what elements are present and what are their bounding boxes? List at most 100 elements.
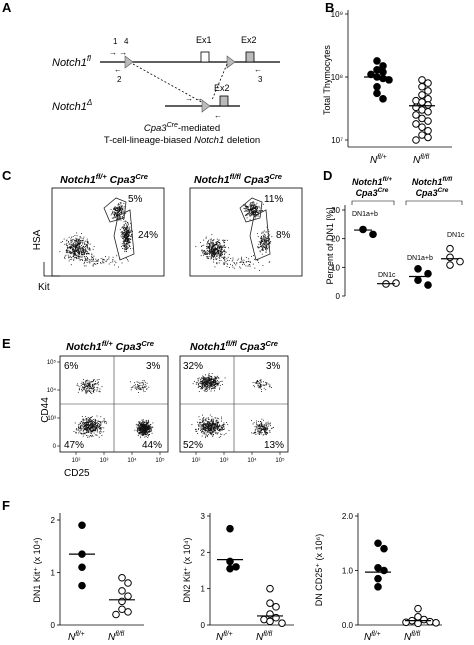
event-dot [213,423,215,425]
event-dot [260,381,262,383]
data-point [412,96,420,105]
event-dot [114,212,116,214]
gate-c-left-upper [103,197,127,223]
event-dot [207,434,209,436]
event-dot [261,246,263,248]
event-dot [250,215,252,217]
data-point [424,133,432,142]
event-dot [253,208,255,209]
event-dot [74,253,76,254]
event-dot [203,390,205,392]
event-dot [241,260,243,262]
event-dot [143,423,145,425]
event-dot [81,251,83,253]
event-dot [89,262,91,264]
panel-b-ylabel: Total Thymocytes [322,45,332,115]
panel-e-right-q1: 32% [183,361,203,372]
event-dot [204,378,206,379]
event-dot [79,253,81,255]
event-dot [211,246,213,248]
event-dot [65,254,67,256]
event-dot [263,246,265,248]
event-dot [264,233,266,235]
event-dot [262,239,264,240]
event-dot [204,253,206,255]
event-dot [149,426,151,428]
event-dot [86,425,88,427]
event-dot [223,425,224,427]
event-dot [76,242,78,244]
event-dot [85,428,86,430]
event-dot [98,381,99,383]
event-dot [89,429,91,431]
event-dot [205,418,207,420]
event-dot [134,429,136,431]
event-dot [215,421,217,423]
event-dot [223,426,225,428]
event-dot [263,236,264,238]
event-dot [85,428,87,430]
event-dot [80,242,82,243]
event-dot [251,208,253,210]
event-dot [213,381,215,382]
event-dot [256,423,257,425]
event-dot [214,244,216,245]
event-dot [221,256,223,258]
gate-c-right-lower [249,209,271,261]
event-dot [147,431,149,433]
event-dot [202,386,203,388]
event-dot [263,428,265,430]
event-dot [250,208,251,209]
event-dot [85,265,87,267]
event-dot [88,382,90,384]
event-dot [254,208,256,209]
event-dot [122,216,124,218]
event-dot [216,424,218,426]
event-dot [78,248,80,250]
event-dot [86,250,88,252]
event-dot [81,253,83,255]
event-dot [79,245,81,247]
event-dot [206,253,208,255]
event-dot [75,240,77,242]
event-dot [265,429,267,431]
event-dot [74,254,76,256]
event-dot [265,245,267,246]
event-dot [254,206,256,208]
event-dot [209,246,211,248]
event-dot [90,420,92,422]
event-dot [265,384,267,386]
event-dot [91,425,93,427]
event-dot [218,242,220,243]
event-dot [80,248,82,250]
event-dot [265,247,267,249]
event-dot [217,254,219,256]
event-dot [87,388,89,389]
event-dot [81,233,83,234]
event-dot [119,202,121,204]
event-dot [71,243,73,245]
event-dot [141,426,143,428]
event-dot [142,428,144,430]
event-dot [117,208,119,210]
event-dot [252,208,254,210]
event-dot [74,250,76,252]
event-dot [114,206,116,208]
event-dot [208,253,210,254]
event-dot [144,426,146,428]
event-dot [244,208,246,210]
event-dot [263,242,265,244]
event-dot [146,430,148,432]
event-dot [128,233,130,235]
event-dot [203,425,204,427]
event-dot [201,245,203,247]
event-dot [209,381,211,383]
event-dot [83,239,85,241]
event-dot [73,244,75,246]
event-dot [265,249,267,251]
event-dot [209,377,211,379]
event-dot [83,253,85,255]
event-dot [128,240,130,242]
event-dot [206,379,208,381]
event-dot [209,430,211,431]
